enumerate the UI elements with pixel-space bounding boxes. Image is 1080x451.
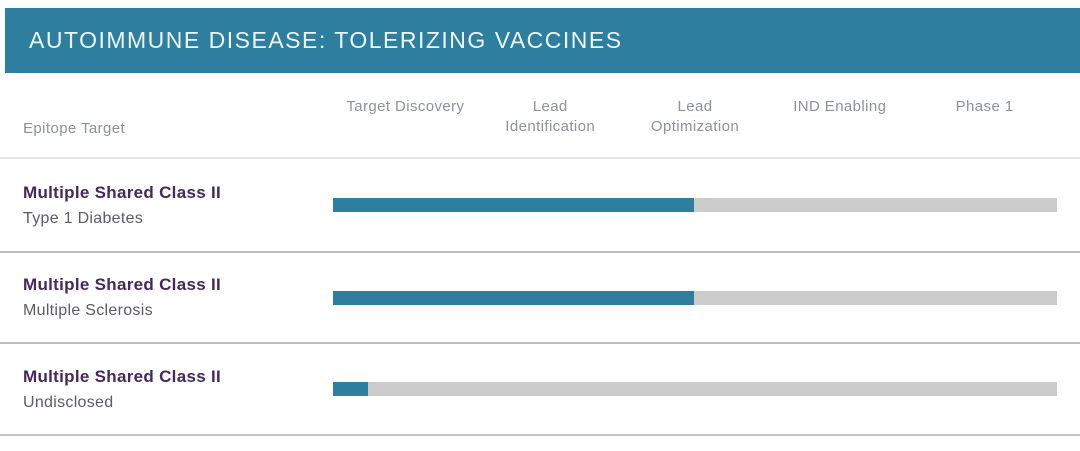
progress-bar-track [333, 198, 1057, 212]
progress-bar-track [333, 382, 1057, 396]
progress-bar-fill [333, 198, 695, 212]
pipeline-row-undisclosed: Multiple Shared Class II Undisclosed [0, 344, 1080, 436]
epitope-target-name: Multiple Shared Class II [23, 275, 222, 294]
progress-bar-fill [333, 290, 695, 305]
indication-name: Multiple Sclerosis [23, 302, 153, 319]
epitope-target-name: Multiple Shared Class II [23, 182, 222, 202]
column-header-epitope-target: Epitope Target [23, 120, 126, 137]
pipeline-row-multiple-sclerosis: Multiple Shared Class II Multiple Sclero… [0, 253, 1080, 344]
column-header-ind-enabling: IND Enabling [793, 97, 887, 115]
indication-name: Undisclosed [23, 393, 114, 411]
progress-bar-fill [333, 382, 368, 396]
pipeline-page: AUTOIMMUNE DISEASE: TOLERIZING VACCINES … [0, 8, 1080, 451]
page-title: AUTOIMMUNE DISEASE: TOLERIZING VACCINES [29, 27, 623, 53]
progress-bar-track [333, 290, 1057, 305]
epitope-target-name: Multiple Shared Class II [23, 366, 222, 386]
title-banner: AUTOIMMUNE DISEASE: TOLERIZING VACCINES [5, 8, 1080, 73]
column-header-phase-1: Phase 1 [955, 97, 1014, 115]
stage-columns: Target Discovery Lead Identification Lea… [333, 97, 1057, 138]
column-header-lead-identification: Lead Identification [505, 97, 596, 135]
indication-name: Type 1 Diabetes [23, 209, 144, 227]
column-header-lead-optimization: Lead Optimization [650, 97, 740, 135]
column-header-target-discovery: Target Discovery [346, 97, 465, 115]
pipeline-row-type-1-diabetes: Multiple Shared Class II Type 1 Diabetes [0, 159, 1080, 253]
pipeline-rows: Multiple Shared Class II Type 1 Diabetes… [0, 159, 1080, 436]
column-header-row: Epitope Target Target Discovery Lead Ide… [0, 73, 1080, 159]
